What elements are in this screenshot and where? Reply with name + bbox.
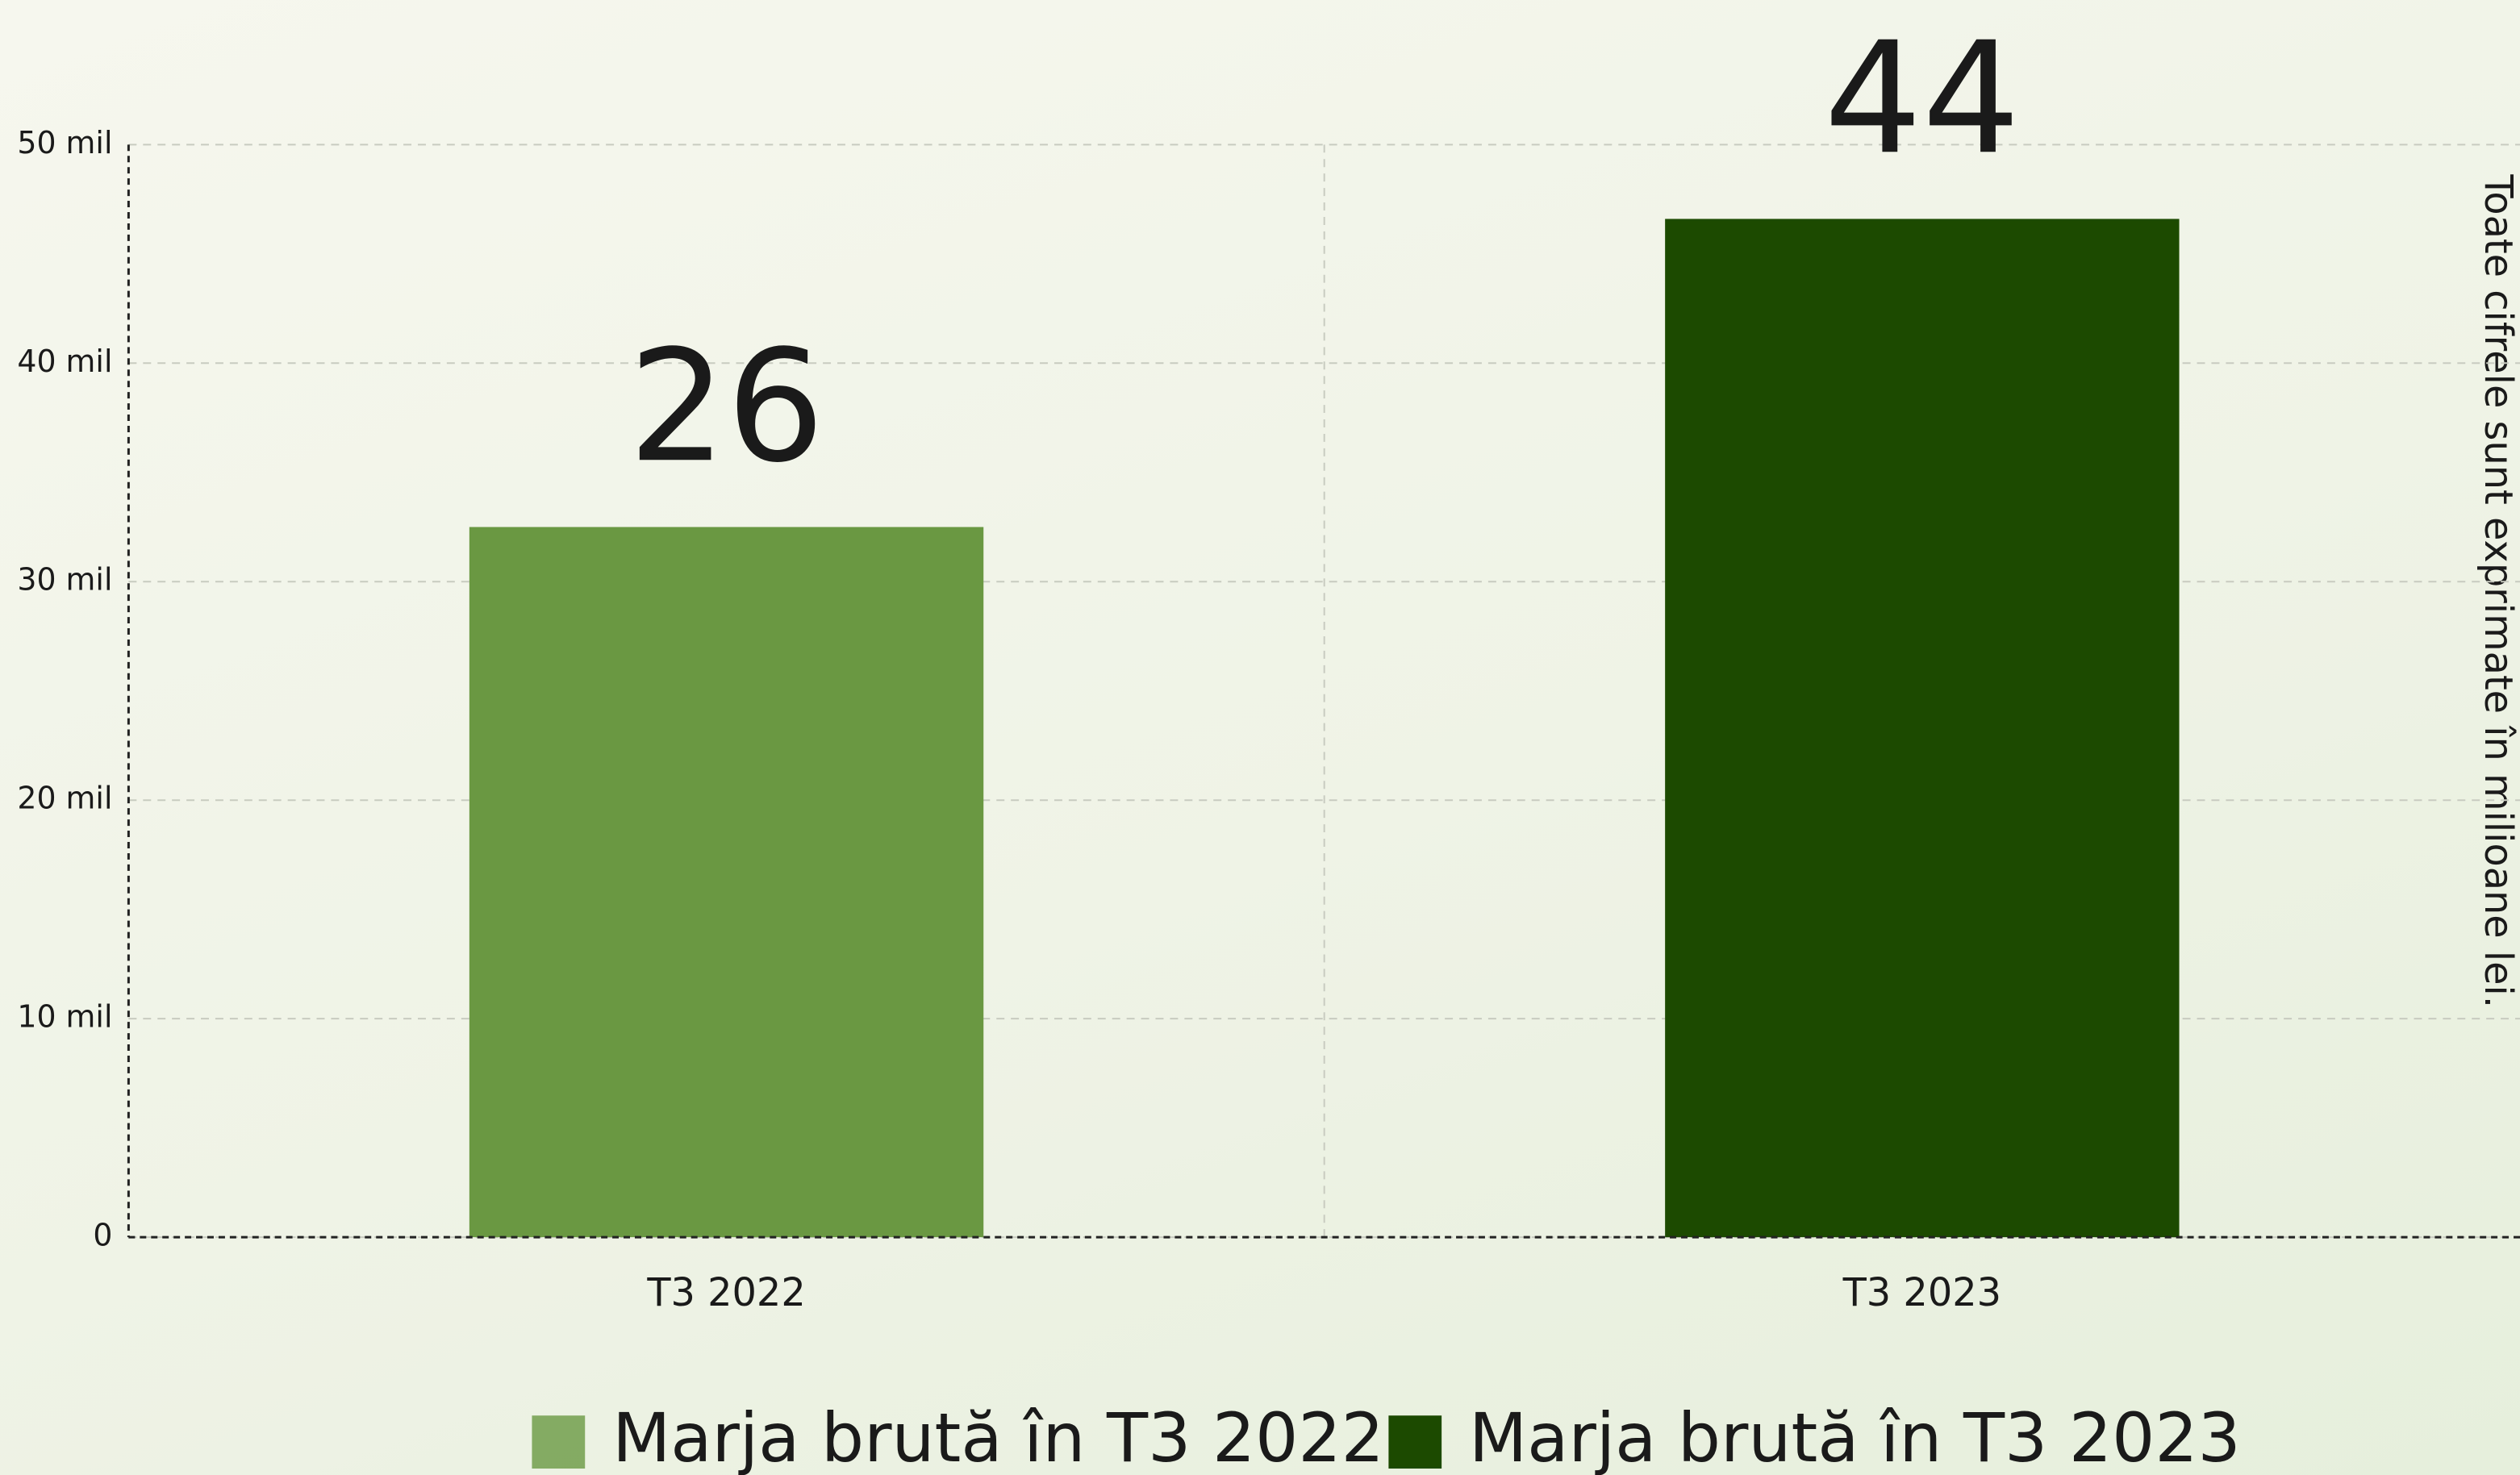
y-tick-label: 30 mil xyxy=(17,562,112,598)
legend-label: Marja brută în T3 2022 xyxy=(612,1398,1384,1475)
y-tick-label: 20 mil xyxy=(17,781,112,816)
bar xyxy=(469,527,984,1238)
value-label: 26 xyxy=(628,317,824,497)
y-tick-label: 40 mil xyxy=(17,344,112,379)
bar xyxy=(1665,219,2180,1238)
legend-swatch xyxy=(532,1415,586,1469)
legend-swatch xyxy=(1388,1415,1442,1469)
y-tick-label: 50 mil xyxy=(17,125,112,160)
y-tick-label: 0 xyxy=(93,1218,112,1253)
y-tick-label: 10 mil xyxy=(17,999,112,1035)
x-tick-label: T3 2023 xyxy=(1842,1271,2001,1315)
x-tick-label: T3 2022 xyxy=(646,1271,805,1315)
legend-label: Marja brută în T3 2023 xyxy=(1469,1398,2241,1475)
value-label: 44 xyxy=(1824,9,2020,189)
side-note: Toate cifrele sunt exprimate în milioane… xyxy=(2476,173,2520,1008)
